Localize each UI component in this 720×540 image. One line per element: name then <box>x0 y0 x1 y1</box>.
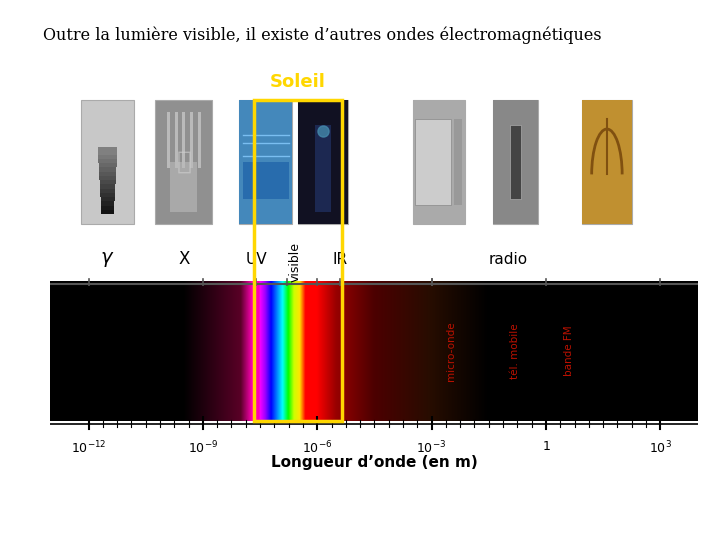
Text: Outre la lumière visible, il existe d’autres ondes électromagnétiques: Outre la lumière visible, il existe d’au… <box>43 27 602 44</box>
Text: Longueur d’onde (en m): Longueur d’onde (en m) <box>271 455 478 470</box>
Text: bande FM: bande FM <box>564 326 574 376</box>
Bar <box>99 160 117 167</box>
Bar <box>492 100 539 224</box>
Bar <box>454 119 462 205</box>
Text: IR: IR <box>333 252 348 267</box>
Bar <box>171 162 197 212</box>
Bar <box>197 112 201 168</box>
Bar <box>239 100 292 224</box>
Bar <box>239 100 292 224</box>
Bar <box>99 156 117 163</box>
Bar <box>492 100 539 224</box>
Text: visible: visible <box>289 242 302 282</box>
Bar <box>298 100 348 224</box>
Bar <box>100 190 115 197</box>
Bar <box>415 119 451 205</box>
Text: X: X <box>178 251 189 268</box>
Text: $10^{-12}$: $10^{-12}$ <box>71 440 107 457</box>
Text: tél. mobile: tél. mobile <box>510 323 521 379</box>
Text: $10^{-6}$: $10^{-6}$ <box>302 440 333 457</box>
Text: ✋: ✋ <box>176 150 192 174</box>
Bar <box>99 164 117 172</box>
Text: radio: radio <box>488 252 527 267</box>
Bar <box>182 112 185 168</box>
Bar <box>100 185 115 193</box>
Bar <box>190 112 193 168</box>
Bar <box>101 198 114 206</box>
Bar <box>582 100 631 224</box>
Text: $1$: $1$ <box>541 440 550 453</box>
Bar <box>102 207 114 214</box>
Text: $\gamma$: $\gamma$ <box>100 250 114 269</box>
Bar <box>298 100 348 224</box>
Bar <box>99 177 116 184</box>
Bar <box>167 112 170 168</box>
Bar <box>175 112 178 168</box>
Bar <box>315 125 330 212</box>
Text: $10^{-3}$: $10^{-3}$ <box>416 440 446 457</box>
Text: micro-onde: micro-onde <box>446 321 456 381</box>
Bar <box>582 100 631 224</box>
Bar <box>81 100 134 224</box>
Bar <box>101 202 114 210</box>
Bar <box>243 162 289 199</box>
Bar <box>413 100 465 224</box>
Text: $10^{-9}$: $10^{-9}$ <box>188 440 218 457</box>
Bar <box>156 100 212 224</box>
Bar <box>101 194 114 201</box>
Bar <box>98 147 117 154</box>
Bar <box>98 151 117 159</box>
Text: UV: UV <box>246 252 267 267</box>
Text: $10^{3}$: $10^{3}$ <box>649 440 672 457</box>
Bar <box>254 100 342 421</box>
Bar <box>99 168 116 176</box>
Bar <box>99 173 116 180</box>
Text: Soleil: Soleil <box>270 73 326 91</box>
Bar <box>413 100 465 224</box>
Bar <box>510 125 521 199</box>
Bar <box>100 181 115 188</box>
